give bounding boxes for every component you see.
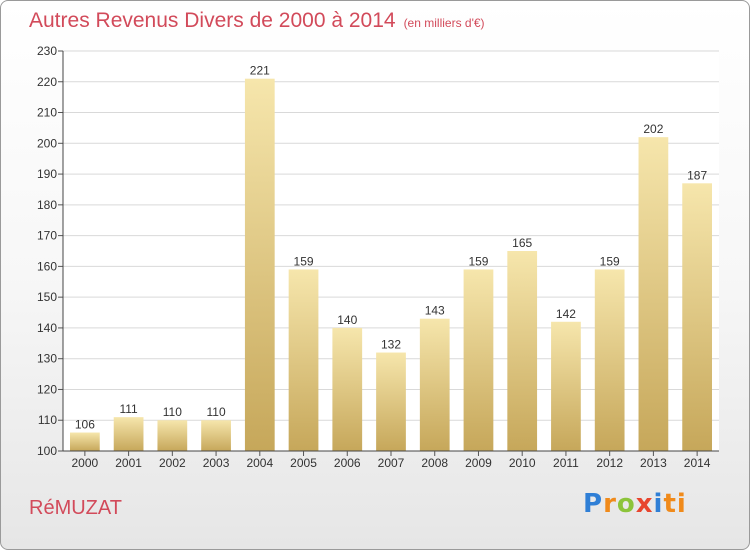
y-tick-label: 160 [37,259,57,273]
value-label: 159 [600,254,620,268]
value-label: 187 [687,168,707,182]
bar-2013 [638,137,669,451]
bar-2006 [332,327,363,451]
bar-2014 [682,183,713,452]
value-label: 143 [425,304,445,318]
x-tick-label: 2010 [509,456,536,470]
y-tick-label: 100 [37,444,57,458]
logo-letter: ti [663,489,687,519]
bars [69,78,713,452]
value-label: 159 [468,254,488,268]
chart-title-block: Autres Revenus Divers de 2000 à 2014 (en … [29,9,485,33]
value-label: 110 [206,405,225,419]
value-label: 106 [75,418,95,432]
bar-2009 [463,269,494,451]
y-tick-label: 220 [37,75,57,89]
x-tick-label: 2002 [159,456,186,470]
logo-letter: r [603,489,617,519]
y-tick-label: 170 [37,229,57,243]
y-tick-label: 190 [37,167,57,181]
x-tick-labels: 2000 2001 2002 2003 2004 2005 2006 2007 2008 2009… [72,456,711,470]
value-label: 142 [556,307,576,321]
x-tick-label: 2008 [421,456,448,470]
logo-letter: o [616,489,636,519]
x-tick-label: 2007 [378,456,405,470]
value-labels: 106 111 110 110 221 159 140 132 143 159 165 142 159 2… [75,64,708,432]
x-tick-label: 2013 [640,456,667,470]
bar-2005 [288,269,319,451]
logo-letter: x [635,489,654,519]
bar-2007 [376,352,406,451]
axes [62,51,719,456]
value-label: 165 [512,236,532,250]
x-tick-label: 2006 [334,456,361,470]
bar-2001 [113,417,144,451]
y-tick-label: 230 [37,44,57,58]
commune-name: RéMUZAT [29,497,122,519]
chart-title: Autres Revenus Divers de 2000 à 2014 [29,9,396,32]
bar-2012 [594,269,625,451]
value-label: 202 [643,122,663,136]
value-label: 159 [294,254,314,268]
proxiti-logo: Proxiti [583,489,687,519]
x-tick-label: 2009 [465,456,492,470]
y-tick-label: 140 [37,321,57,335]
value-label: 221 [250,64,270,78]
value-label: 140 [337,313,357,327]
bar-2008 [419,318,450,451]
y-tick-label: 180 [37,198,57,212]
logo-letter: i [653,489,664,519]
logo-letter: P [583,489,604,519]
y-tick-label: 150 [37,290,57,304]
x-tick-label: 2011 [553,456,579,470]
bar-2000 [69,432,100,451]
bar-2003 [201,420,231,451]
y-tick-label: 210 [37,106,57,120]
x-tick-label: 2004 [246,456,273,470]
x-tick-label: 2003 [203,456,230,470]
x-tick-label: 2005 [290,456,317,470]
value-label: 132 [381,338,401,352]
bar-2011 [551,321,581,451]
y-tick-label: 200 [37,136,57,150]
x-tick-label: 2012 [596,456,623,470]
bar-2010 [507,251,538,451]
chart-subtitle: (en milliers d'€) [403,16,485,30]
value-label: 110 [163,405,182,419]
x-tick-label: 2001 [115,456,142,470]
bar-2004 [244,78,275,451]
value-label: 111 [119,402,138,416]
x-tick-label: 2014 [684,456,711,470]
y-tick-label: 120 [37,382,57,396]
y-tick-label: 130 [37,352,57,366]
y-tick-labels: 100 110 120 130 140 150 160 170 180 190 200 210 220 2… [37,44,57,458]
bar-2002 [157,420,188,451]
x-tick-label: 2000 [72,456,99,470]
y-tick-label: 110 [38,413,57,427]
